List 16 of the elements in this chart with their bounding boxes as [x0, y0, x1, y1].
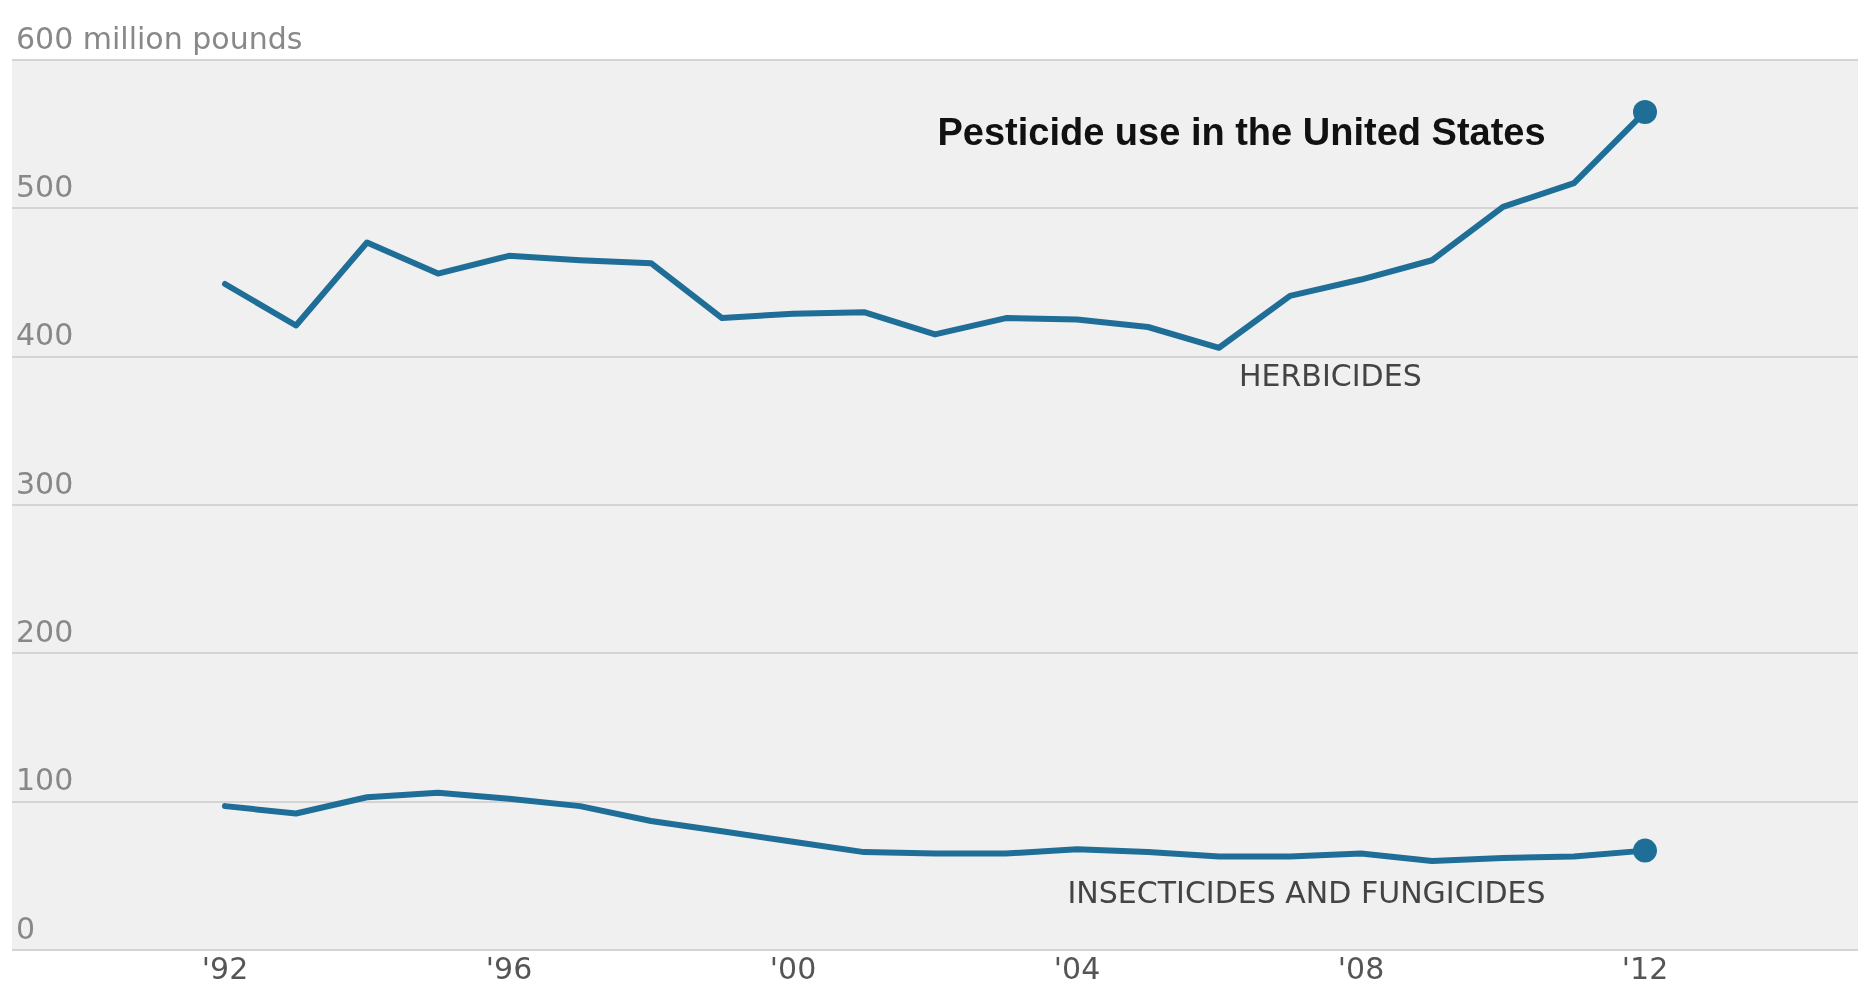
x-tick-label: '12: [1621, 950, 1669, 986]
x-tick-label: '92: [201, 950, 249, 986]
y-tick-label: 200: [16, 614, 74, 650]
series-label: INSECTICIDES AND FUNGICIDES: [1067, 874, 1546, 910]
y-tick-label: 0: [16, 910, 36, 946]
x-tick-label: '00: [769, 950, 817, 986]
y-tick-label: 500: [16, 169, 74, 205]
series-label: HERBICIDES: [1239, 357, 1422, 393]
y-tick-label: 400: [16, 317, 74, 353]
y-tick-label: 300: [16, 465, 74, 501]
x-tick-label: '08: [1337, 950, 1385, 986]
y-tick-label: 100: [16, 762, 74, 798]
x-tick-label: '04: [1053, 950, 1101, 986]
text: Pesticide use in the United States: [937, 110, 1546, 153]
x-tick-label: '96: [485, 950, 533, 986]
y-tick-label: 600 million pounds: [16, 20, 303, 56]
